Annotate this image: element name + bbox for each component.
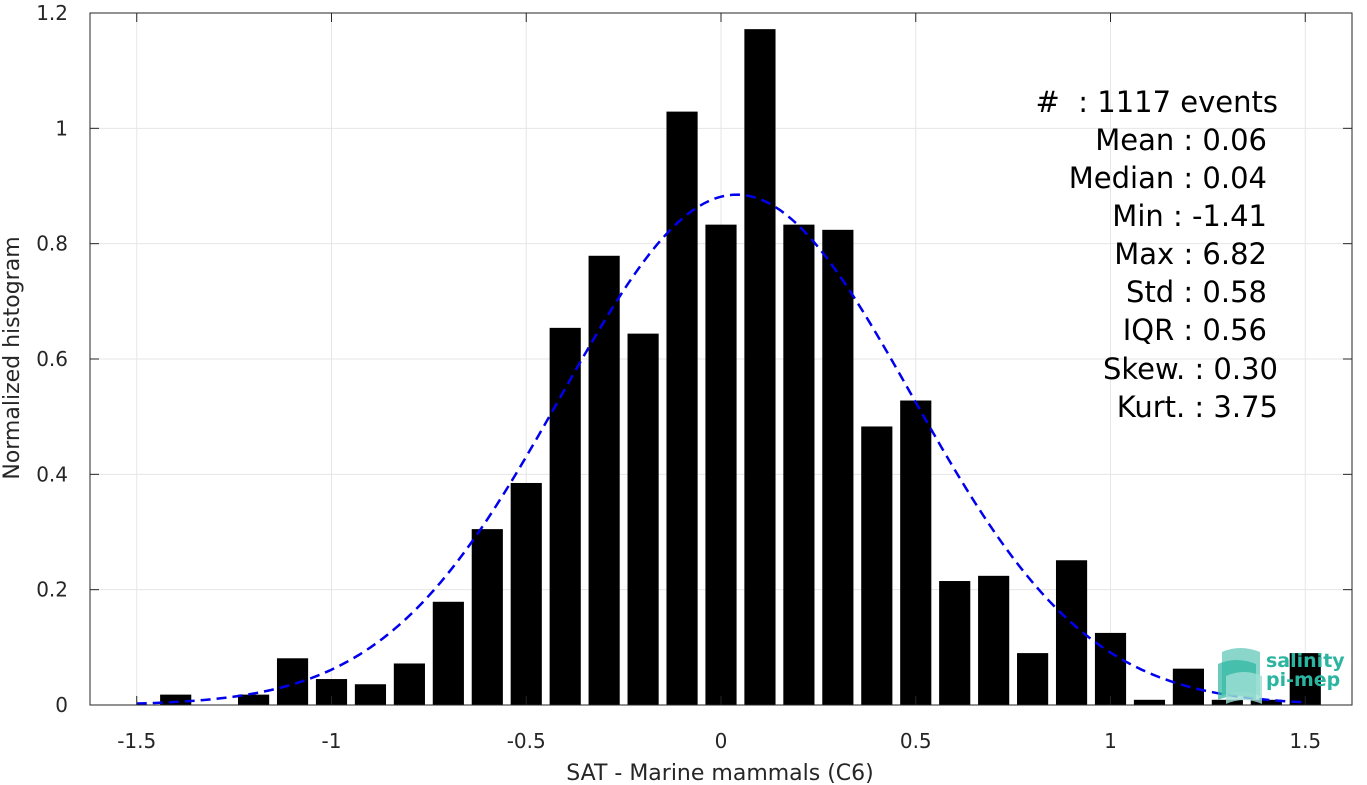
histogram-bar (1017, 653, 1049, 705)
stat-skew: Skew. : 0.30 (1103, 352, 1278, 386)
stat-median: Median : 0.04 (1069, 161, 1267, 195)
y-tick-label: 0.4 (36, 462, 68, 486)
x-axis-title: SAT - Marine mammals (C6) (566, 761, 874, 785)
y-tick-label: 1 (55, 116, 68, 140)
histogram-bar (939, 581, 971, 705)
histogram-bar (705, 224, 737, 706)
y-tick-label: 1.2 (36, 1, 68, 25)
x-tick-label: 0.5 (900, 729, 932, 753)
tick-labels: -1.5 -1 -0.5 0 0.5 1 1.5 0 0.2 0.4 0.6 0.8 1 1.2 (36, 1, 1321, 753)
salinity-pimep-logo: salinity pi-mep (1218, 648, 1345, 704)
stat-events: # : 1117 events (1036, 85, 1278, 119)
stat-max: Max : 6.82 (1114, 237, 1267, 271)
x-tick-label: 0 (715, 729, 728, 753)
histogram-bar (238, 694, 270, 705)
logo-text-line2: pi-mep (1266, 669, 1340, 691)
histogram-bar (861, 426, 893, 705)
x-tick-label: -1.5 (117, 729, 156, 753)
histogram-bar (744, 29, 776, 705)
histogram-bars (160, 29, 1321, 706)
axes (89, 12, 1353, 706)
y-tick-label: 0 (55, 693, 68, 717)
stat-min: Min : -1.41 (1112, 199, 1267, 233)
x-tick-label: 1.5 (1289, 729, 1321, 753)
histogram-bar (393, 663, 425, 705)
wave-logo-icon (1218, 648, 1262, 704)
logo-text-line1: salinity (1266, 650, 1345, 672)
y-tick-label: 0.8 (36, 232, 68, 256)
histogram-bar (978, 575, 1010, 705)
fit-curve (136, 193, 1306, 705)
y-axis-title: Normalized histogram (0, 236, 25, 479)
histogram-bar (1055, 560, 1088, 705)
stat-std: Std : 0.58 (1126, 275, 1267, 309)
histogram-bar (783, 224, 815, 706)
histogram-bar (160, 694, 192, 705)
histogram-bar (1250, 699, 1282, 705)
stats-box: # : 1117 events Mean : 0.06 Median : 0.0… (1036, 85, 1278, 424)
x-tick-label: -0.5 (507, 729, 546, 753)
fit-curve-layer (136, 193, 1306, 705)
x-tick-label: -1 (322, 729, 342, 753)
stat-iqr: IQR : 0.56 (1123, 313, 1267, 347)
histogram-bar (900, 400, 932, 705)
histogram-bar (471, 529, 503, 705)
histogram-bar (432, 601, 464, 705)
histogram-bar (588, 255, 620, 705)
stat-mean: Mean : 0.06 (1095, 123, 1267, 157)
histogram-bar (822, 229, 854, 705)
histogram-bar (666, 111, 698, 706)
x-tick-label: 1 (1104, 729, 1117, 753)
y-tick-label: 0.2 (36, 578, 68, 602)
histogram-bar (627, 333, 659, 705)
histogram-bar (549, 327, 581, 705)
histogram-bar (354, 684, 387, 705)
y-tick-label: 0.6 (36, 347, 68, 371)
histogram-bar (510, 482, 542, 705)
histogram-bar (1133, 699, 1166, 705)
stat-kurt: Kurt. : 3.75 (1117, 390, 1278, 424)
